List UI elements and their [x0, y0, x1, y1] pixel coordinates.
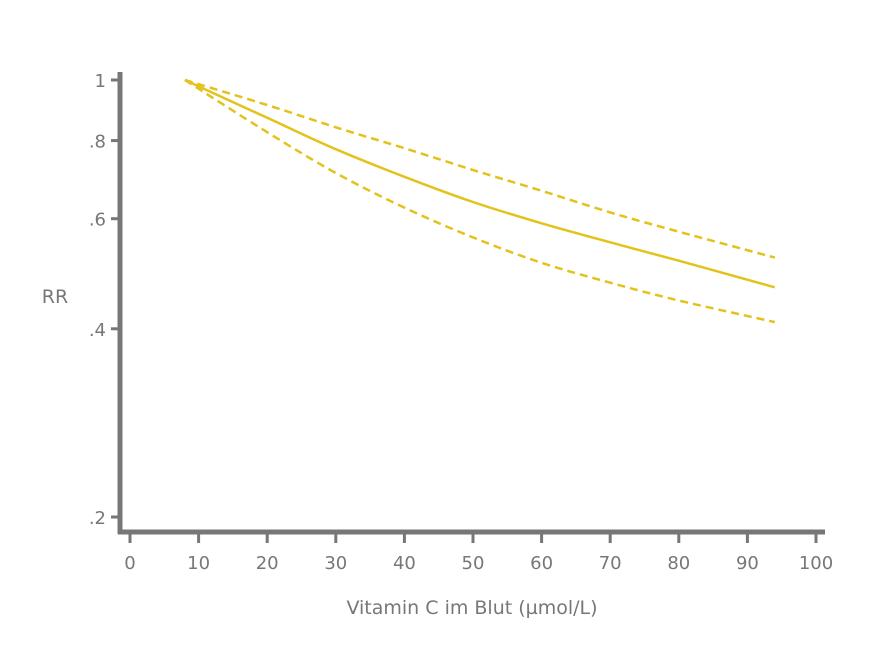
lower-ci-line — [184, 78, 776, 324]
y-tick-label: .8 — [89, 132, 106, 153]
y-tick-label: .2 — [89, 508, 106, 529]
y-tick-label: .4 — [89, 320, 106, 341]
upper-ci-line — [184, 78, 776, 259]
rr-estimate-line — [184, 78, 776, 289]
x-tick-label: 0 — [124, 553, 135, 574]
y-axis-label: RR — [42, 286, 68, 308]
y-tick-label: .6 — [89, 210, 106, 231]
x-tick-label: 30 — [324, 553, 347, 574]
x-tick-label: 80 — [667, 553, 690, 574]
x-tick-label: 40 — [393, 553, 416, 574]
x-tick-label: 100 — [799, 553, 833, 574]
y-tick-label: 1 — [95, 71, 106, 92]
x-axis-label: Vitamin C im Blut (µmol/L) — [346, 597, 597, 619]
x-tick-label: 20 — [256, 553, 279, 574]
x-tick-label: 90 — [736, 553, 759, 574]
x-tick-label: 70 — [599, 553, 622, 574]
x-tick-label: 10 — [187, 553, 210, 574]
x-tick-label: 60 — [530, 553, 553, 574]
x-tick-label: 50 — [462, 553, 485, 574]
